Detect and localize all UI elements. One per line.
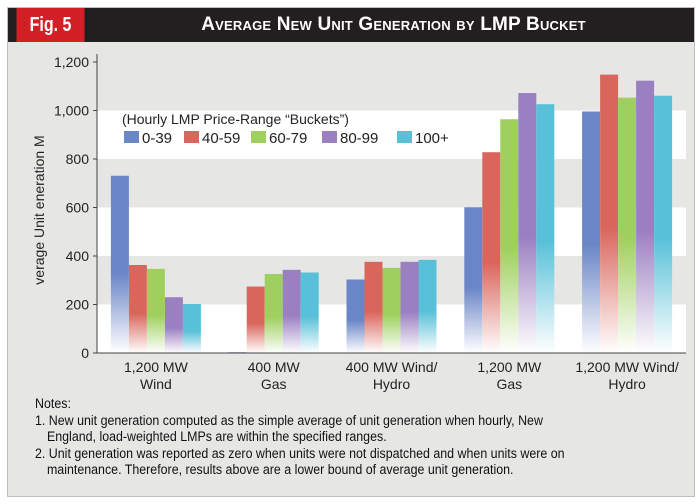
x-tick-label: 1,200 MW [124,359,189,375]
x-tick-label: 400 MW [248,359,301,375]
bar-40-59-4 [600,74,619,354]
bar-40-59-2 [364,261,383,353]
y-tick-label: 800 [66,151,90,167]
legend-label-0-39: 0-39 [142,130,172,147]
x-tick-label: Wind [140,376,172,392]
y-tick-label: 0 [81,345,89,361]
bar-40-59-1 [246,286,265,353]
y-axis-label: verage Unit eneration M [31,135,47,284]
figure-label: Fig. 5 [16,8,85,42]
note-1-line-1: 1. New unit generation computed as the s… [35,412,543,428]
y-tick-label: 600 [66,200,90,216]
x-tick-label: 1,200 MW Wind/ [575,359,679,375]
bar-60-79-4 [618,97,637,354]
legend-swatch-80-99 [322,131,337,143]
bar-80-99-4 [636,80,655,354]
legend-label-40-59: 40-59 [202,130,240,147]
bar-40-59-3 [482,152,501,353]
notes: Notes: 1. New unit generation computed a… [35,396,679,479]
bar-0-39-2 [346,279,365,353]
bar-0-39-3 [464,207,483,353]
note-2-line-2: maintenance. Therefore, results above ar… [46,462,514,477]
y-tick-label: 200 [66,297,90,313]
bar-80-99-3 [518,93,537,353]
note-2-line-1: 2. Unit generation was reported as zero … [35,445,565,461]
bar-0-39-4 [582,111,601,353]
bar-100+-4 [654,95,673,354]
bar-60-79-0 [146,268,165,353]
legend-label-60-79: 60-79 [269,130,307,147]
legend-title: (Hourly LMP Price-Range “Buckets”) [122,111,349,127]
bar-100+-1 [300,272,319,353]
legend-swatch-0-39 [124,131,139,143]
y-tick-label: 400 [66,248,90,264]
bar-100+-2 [418,259,437,353]
bar-0-39-0 [110,175,129,353]
legend-swatch-40-59 [184,131,199,143]
bar-60-79-3 [500,119,519,353]
x-tick-label: Gas [496,376,522,392]
y-tick-label: 1,200 [54,54,89,70]
x-tick-label: 1,200 MW [477,359,542,375]
bar-80-99-1 [282,269,301,353]
legend-label-100+: 100+ [415,130,449,147]
bar-40-59-0 [128,264,147,353]
bar-80-99-0 [164,297,183,353]
chart-title: Average New Unit Generation by LMP Bucke… [201,14,586,35]
bar-100+-0 [182,304,201,353]
bar-80-99-2 [400,261,419,353]
legend-swatch-60-79 [251,131,266,143]
bar-60-79-2 [382,267,401,353]
y-tick-label: 1,000 [54,103,89,119]
notes-heading: Notes: [35,396,71,411]
grid-band [97,62,686,111]
note-1-line-2: England, load-weighted LMPs are within t… [46,429,387,444]
x-tick-label: 400 MW Wind/ [346,359,438,375]
x-tick-label: Gas [261,376,287,392]
bar-60-79-1 [264,273,283,353]
bar-100+-3 [536,104,555,353]
legend-label-80-99: 80-99 [340,130,378,147]
x-tick-label: Hydro [608,376,646,392]
x-tick-label: Hydro [373,376,411,392]
legend-swatch-100+ [397,131,412,143]
title-bar: Fig. 5 Average New Unit Generation by LM… [8,8,694,42]
